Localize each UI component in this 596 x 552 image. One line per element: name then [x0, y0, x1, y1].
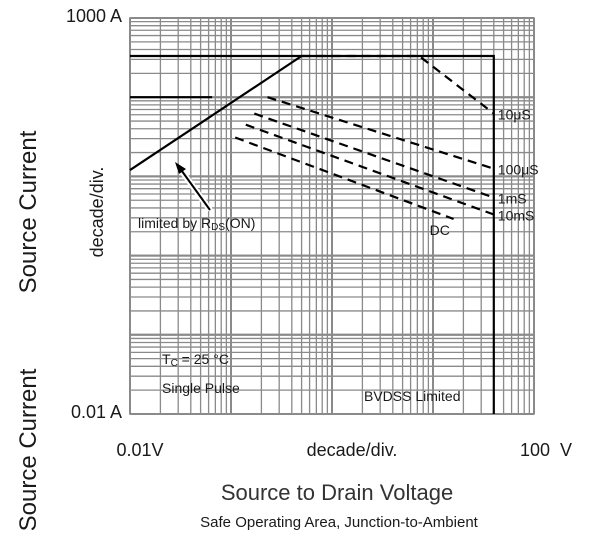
limit-line-5 [130, 54, 495, 414]
tc-value: = 25 °C [178, 351, 229, 367]
series-label-3: 10mS [498, 208, 535, 224]
series-label-1: 100μS [498, 162, 539, 178]
series-label-4: DC [430, 222, 450, 238]
rds-suffix: (ON) [225, 215, 255, 231]
y-division-label: decade/div. [87, 167, 107, 258]
rds-limit-label: limited by RDS(ON) [138, 215, 255, 233]
grid [129, 17, 535, 415]
rds-prefix: limited by R [138, 215, 211, 231]
series-line-0 [301, 54, 495, 115]
single-pulse-label: Single Pulse [162, 380, 240, 396]
series-label-2: 1mS [498, 191, 527, 207]
x-tick-max: 100 V [520, 440, 572, 460]
tc-label: TC = 25 °C [162, 351, 229, 369]
rds-subscript: DS [211, 222, 225, 233]
rds-pointer [178, 166, 211, 211]
y-axis-label: Source Current [15, 130, 42, 293]
curves [129, 54, 495, 414]
x-division-label: decade/div. [307, 440, 398, 460]
chart-subtitle: Safe Operating Area, Junction-to-Ambient [200, 514, 478, 531]
series-label-0: 10μS [498, 107, 531, 123]
tc-subscript: C [171, 358, 178, 369]
tc-symbol: T [162, 351, 171, 367]
series-line-4 [234, 136, 454, 221]
bvdss-label: BVDSS Limited [364, 388, 460, 404]
x-tick-min: 0.01V [116, 440, 163, 460]
y-axis-label-repeat: Source Current [15, 368, 42, 531]
limit-line-7 [129, 55, 303, 172]
rds-pointer-head [175, 162, 186, 174]
y-tick-max: 1000 A [66, 6, 122, 26]
y-tick-min: 0.01 A [71, 402, 122, 422]
series-line-1 [267, 96, 495, 170]
x-axis-title: Source to Drain Voltage [221, 480, 453, 505]
series-line-2 [253, 112, 495, 199]
